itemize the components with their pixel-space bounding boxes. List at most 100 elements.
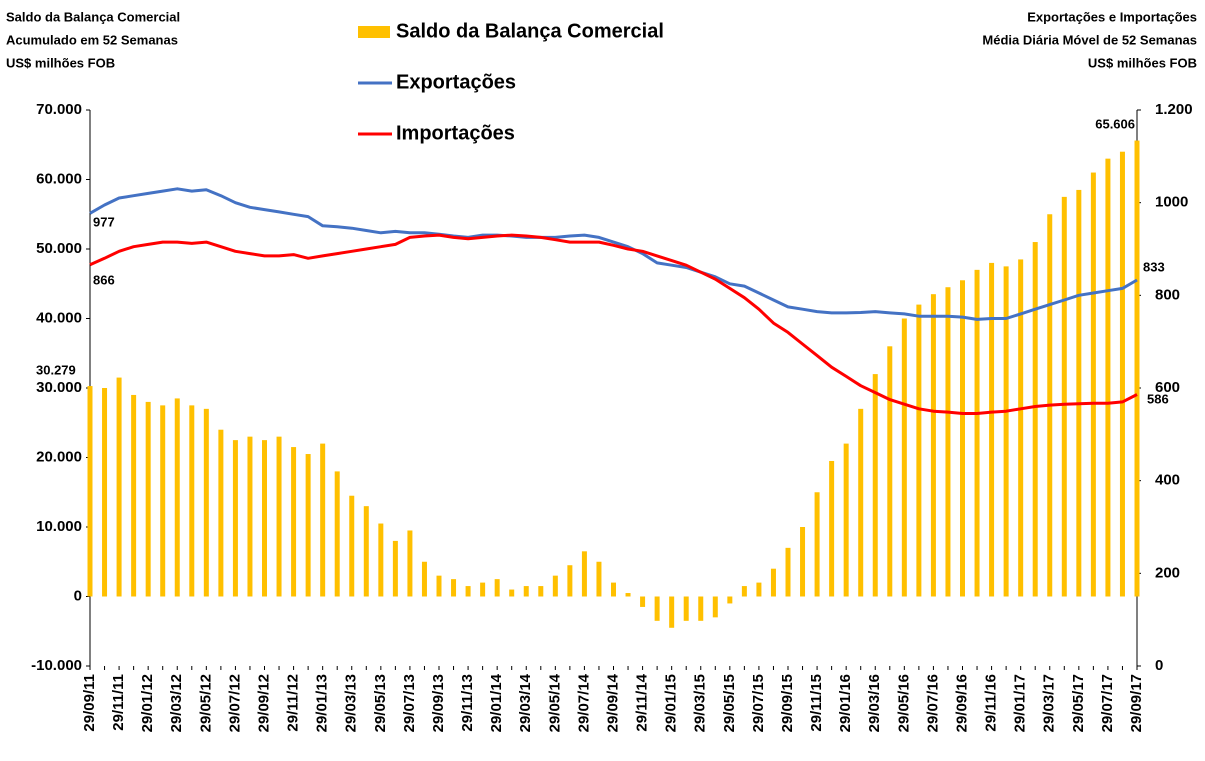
bar [756,582,762,597]
bar [611,582,616,597]
bar [814,492,820,597]
x-tick-label: 29/03/13 [343,674,360,732]
x-tick-label: 29/07/12 [226,674,243,732]
x-tick-label: 29/09/15 [779,674,796,732]
y2-tick-label: 1000 [1155,194,1188,211]
bar [552,575,558,597]
bar [858,408,864,597]
y2-title: Média Diária Móvel de 52 Semanas [982,32,1197,47]
bar [160,405,166,597]
y-title: Saldo da Balança Comercial [6,9,180,24]
bar [407,530,413,597]
bar [581,551,587,597]
data-label: 65.606 [1095,116,1135,131]
y-tick-label: 70.000 [36,101,82,118]
bar [1018,259,1024,597]
bar [1105,158,1111,597]
bar [189,405,195,597]
bar [1032,242,1038,597]
bar [829,460,835,597]
x-tick-label: 29/07/16 [924,674,941,732]
x-tick-label: 29/09/14 [604,673,621,732]
legend-label: Importações [396,122,515,144]
y-title: US$ milhões FOB [6,55,115,70]
bar [727,596,733,604]
line [89,233,1138,415]
bar [174,398,180,597]
bar [901,318,907,597]
x-tick-label: 29/05/15 [721,674,738,732]
bar [669,596,675,628]
x-tick-label: 29/01/13 [314,674,331,732]
bar [494,579,500,597]
y2-tick-label: 200 [1155,564,1180,581]
y-tick-label: 20.000 [36,448,82,465]
bar [392,540,398,597]
bar [145,401,151,597]
bar [843,443,849,597]
x-tick-label: 29/05/12 [197,674,214,732]
x-tick-label: 29/07/15 [750,674,767,732]
x-tick-label: 29/03/17 [1041,674,1058,732]
x-tick-label: 29/09/17 [1128,674,1145,732]
bar [378,523,384,597]
bar [247,436,253,597]
bar [465,586,471,597]
bar [872,374,878,597]
bar [683,596,689,621]
bar [770,568,776,597]
bar [1119,151,1125,597]
y-tick-label: 60.000 [36,170,82,187]
bar [305,454,311,597]
bar [1090,172,1096,597]
bar [712,596,718,618]
bar [509,589,515,597]
y2-title: Exportações e Importações [1027,9,1197,24]
x-tick-label: 29/11/14 [634,673,651,731]
bar [741,586,747,597]
y2-tick-label: 400 [1155,472,1180,489]
y-tick-label: 10.000 [36,518,82,535]
x-tick-label: 29/01/17 [1012,674,1029,732]
bar [291,447,297,597]
bar [989,262,995,597]
bar [887,346,893,597]
data-label: 586 [1147,391,1169,406]
x-tick-label: 29/03/15 [692,674,709,732]
bar [567,565,573,597]
bar [451,579,457,597]
bar [480,582,486,597]
data-label: 977 [93,214,115,229]
x-tick-label: 29/07/17 [1099,674,1116,732]
bar [334,471,340,597]
y2-tick-label: 0 [1155,657,1163,674]
bar [945,287,951,597]
bar [1076,189,1082,597]
bar [930,294,936,597]
bar [800,527,806,597]
y-tick-label: 0 [74,587,82,604]
bar [1003,266,1009,597]
data-label: 833 [1143,259,1165,274]
x-tick-label: 29/09/16 [953,674,970,732]
y-tick-label: -10.000 [31,657,82,674]
x-tick-label: 29/01/12 [139,674,156,732]
x-tick-label: 29/09/12 [255,674,272,732]
bar [916,304,922,597]
bar [640,596,646,607]
x-tick-label: 29/01/15 [663,674,680,732]
x-tick-label: 29/05/14 [546,673,563,732]
data-label: 30.279 [36,362,76,377]
data-label: 866 [93,272,115,287]
y-tick-label: 40.000 [36,309,82,326]
bar [785,547,791,597]
y2-tick-label: 600 [1155,379,1180,396]
x-tick-label: 29/05/13 [372,674,389,732]
x-tick-label: 29/05/16 [895,674,912,732]
bar [131,394,137,597]
bar [349,495,355,597]
bar [538,586,544,597]
y2-tick-label: 1.200 [1155,101,1193,118]
legend-label: Exportações [396,71,516,93]
